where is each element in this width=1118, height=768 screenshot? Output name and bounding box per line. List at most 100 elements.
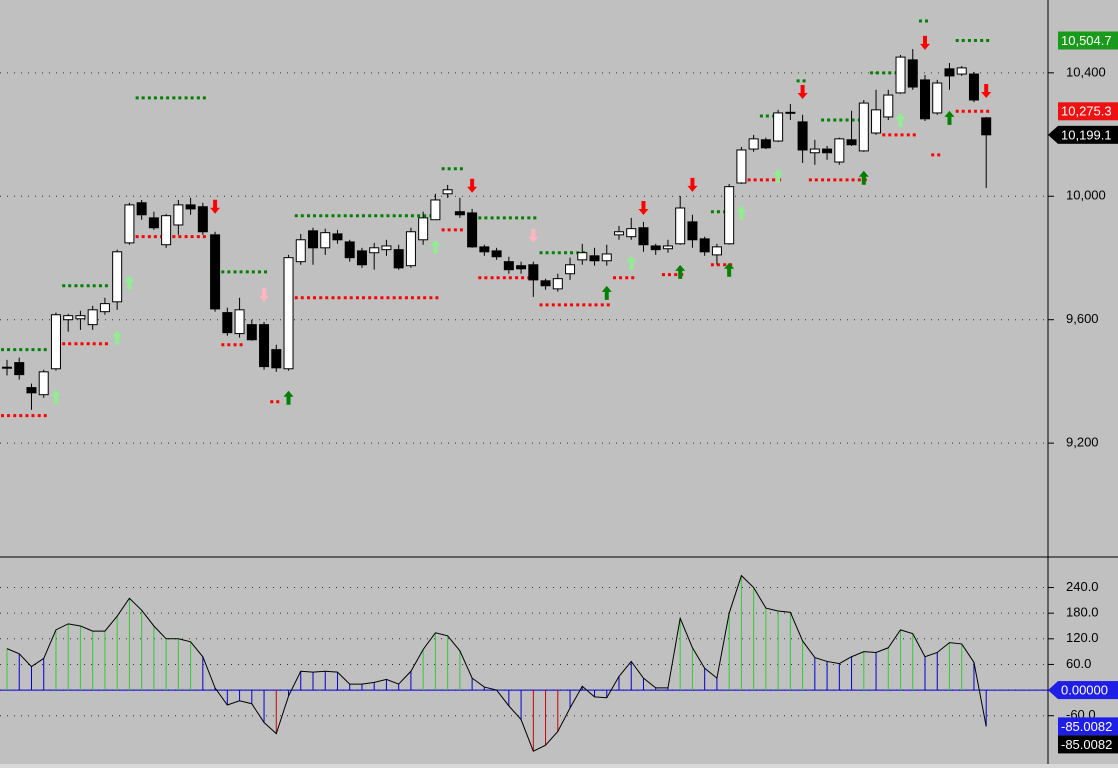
- signal-arrow: [895, 113, 906, 128]
- candle-body: [895, 56, 906, 94]
- label-pointer: [1048, 681, 1058, 700]
- value-label: 0.00000: [1061, 683, 1108, 698]
- candle-body: [87, 309, 98, 326]
- signal-arrow: [724, 262, 735, 277]
- value-label-box: [1058, 735, 1118, 754]
- y-tick-label: 9,200: [1066, 435, 1099, 450]
- candle-body: [920, 79, 930, 120]
- candle-body: [210, 234, 221, 310]
- candle-body: [981, 117, 992, 136]
- candle-body: [956, 67, 967, 75]
- signal-arrow: [283, 390, 294, 405]
- candle-body: [405, 231, 416, 267]
- value-label-box: [1058, 717, 1118, 736]
- candle-body: [601, 253, 612, 262]
- candle-body: [14, 362, 25, 376]
- value-label: -85.0082: [1061, 737, 1112, 752]
- candle-body: [871, 109, 882, 134]
- value-label-box: [1058, 125, 1118, 144]
- signal-arrow: [50, 389, 61, 404]
- candle-body: [822, 148, 833, 154]
- candle-body: [503, 261, 514, 271]
- value-label: 10,275.3: [1061, 104, 1112, 119]
- candle-body: [968, 73, 979, 101]
- candle-body: [467, 212, 478, 248]
- signal-arrow: [944, 110, 955, 125]
- candle-body: [332, 233, 343, 241]
- signal-arrow: [981, 84, 992, 99]
- candle-body: [2, 366, 12, 369]
- candle-body: [687, 221, 698, 241]
- candle-body: [356, 250, 367, 266]
- candle-body: [369, 247, 380, 254]
- candle-body: [271, 349, 282, 369]
- y-tick-label: 180.0: [1066, 605, 1099, 620]
- candle-body: [63, 315, 74, 321]
- signal-arrow: [112, 330, 123, 345]
- candle-body: [491, 250, 502, 258]
- signal-arrow: [920, 35, 930, 50]
- candle-body: [516, 265, 527, 270]
- y-tick-label: 9,600: [1066, 311, 1099, 326]
- candle-body: [797, 121, 808, 151]
- candle-body: [320, 232, 331, 249]
- signal-arrow: [259, 287, 270, 302]
- candle-body: [932, 82, 943, 114]
- candle-body: [773, 112, 784, 142]
- signal-arrow: [736, 205, 747, 220]
- candle-body: [393, 249, 404, 269]
- signal-arrow: [430, 239, 441, 254]
- candle-body: [614, 231, 624, 236]
- label-pointer: [1048, 125, 1058, 144]
- signal-arrow: [467, 178, 478, 193]
- oscillator-line: [6, 574, 987, 752]
- candle-body: [785, 111, 796, 114]
- candle-body: [295, 239, 306, 263]
- signal-arrow: [638, 200, 649, 215]
- candle-body: [540, 280, 551, 287]
- value-label-box: [1058, 102, 1118, 121]
- signal-arrow: [601, 285, 612, 300]
- candle-body: [246, 324, 257, 341]
- candle-body: [50, 314, 61, 370]
- candle-body: [650, 245, 661, 251]
- candle-body: [75, 315, 86, 320]
- candle-body: [479, 246, 490, 253]
- candle-body: [136, 202, 147, 216]
- candle-body: [234, 309, 245, 335]
- candle-body: [760, 139, 771, 149]
- value-label-box: [1058, 31, 1118, 50]
- candle-body: [858, 102, 869, 152]
- candle-body: [846, 139, 857, 146]
- candle-body: [626, 228, 637, 238]
- candle-body: [38, 371, 49, 396]
- scrollbar: [0, 764, 1118, 768]
- candle-body: [565, 264, 576, 275]
- candle-body: [259, 324, 270, 368]
- candle-body: [724, 186, 735, 245]
- signal-arrow: [687, 177, 698, 192]
- candle-body: [161, 215, 172, 246]
- y-tick-label: 60.0: [1066, 656, 1091, 671]
- y-tick-label: 240.0: [1066, 579, 1099, 594]
- candle-body: [381, 245, 392, 251]
- signal-arrow: [124, 275, 135, 290]
- value-label-box: [1058, 681, 1118, 700]
- candle-body: [552, 278, 563, 290]
- candle-body: [26, 387, 37, 394]
- candle-body: [638, 227, 649, 246]
- candle-body: [283, 257, 294, 370]
- candle-body: [418, 217, 429, 241]
- candle-body: [344, 241, 355, 259]
- candle-body: [99, 303, 110, 313]
- y-tick-label: 10,400: [1066, 64, 1106, 79]
- candle-body: [748, 138, 759, 150]
- candle-body: [528, 264, 539, 281]
- signal-arrow: [858, 170, 869, 185]
- signal-arrow: [675, 264, 686, 279]
- candle-body: [197, 206, 208, 233]
- candle-body: [699, 238, 710, 253]
- signal-arrow: [528, 228, 539, 243]
- candle-body: [809, 148, 820, 154]
- candle-body: [577, 252, 588, 261]
